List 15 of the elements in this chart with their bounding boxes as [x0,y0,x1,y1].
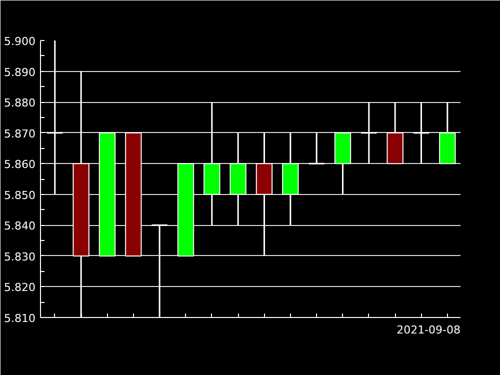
y-tick-label: 5.850 [4,188,36,202]
y-tick-label: 5.840 [4,220,36,233]
y-tick-label: 5.830 [4,250,36,264]
candlestick [46,40,64,196]
y-tick-label: 5.810 [4,312,36,325]
y-tick-label: 5.820 [4,281,36,294]
text: 2021-09-08 [396,324,461,336]
y-tick-label: 5.890 [4,66,36,79]
y-tick-label: 5.880 [4,96,36,110]
y-tick-label: 5.870 [4,127,36,140]
candlestick [412,101,430,164]
y-tick-label: 5.900 [4,35,36,48]
candlestick [308,132,326,164]
candlestick [360,101,378,164]
y-tick-label: 5.860 [4,158,36,172]
